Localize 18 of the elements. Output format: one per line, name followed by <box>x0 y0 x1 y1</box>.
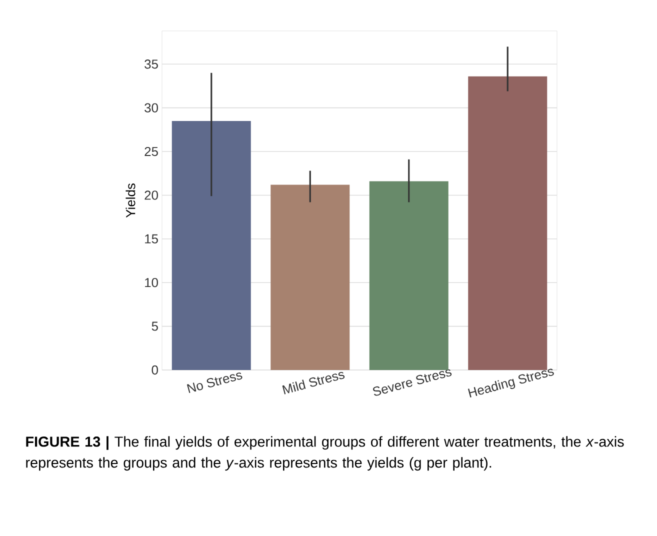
y-tick-label: 30 <box>144 103 158 112</box>
y-tick-label: 0 <box>152 365 158 375</box>
y-tick-label: 15 <box>145 234 158 244</box>
y-tick-label: 35 <box>144 60 158 69</box>
bar <box>369 181 448 370</box>
y-tick-label: 5 <box>152 322 158 331</box>
bar <box>172 120 251 370</box>
x-tick-label: Mild Stress <box>282 372 345 394</box>
y-tick-label: 25 <box>144 146 158 156</box>
x-tick-label: Heading Stress <box>468 368 554 398</box>
x-tick-label: No Stress <box>186 372 242 394</box>
bar <box>468 76 548 370</box>
text: FIGURE 13 | The final yields of experimental groups of different water treatments, the x-axis represents the groups and the y-axis represents the yields (g per plant). <box>26 436 624 471</box>
bar <box>270 184 350 370</box>
y-tick-label: 10 <box>145 278 158 288</box>
y-axis-title: Yields <box>126 184 136 218</box>
y-tick-label: 20 <box>144 190 158 200</box>
x-tick-label: Severe Stress <box>373 369 452 396</box>
